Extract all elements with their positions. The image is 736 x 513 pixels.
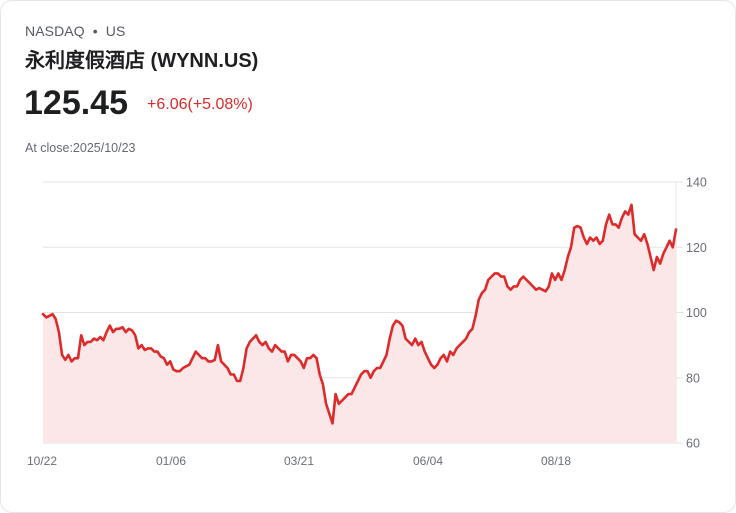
x-tick-label: 08/18 <box>541 454 571 468</box>
exchange-name: NASDAQ <box>25 23 85 39</box>
x-tick-label: 01/06 <box>156 454 186 468</box>
x-axis: 10/22 01/06 03/21 06/04 08/18 <box>27 454 571 468</box>
y-tick-label: 60 <box>686 437 700 451</box>
x-tick-label: 03/21 <box>284 454 314 468</box>
price-change: +6.06(+5.08%) <box>147 96 253 113</box>
market-name: US <box>105 23 126 39</box>
close-date: At close:2025/10/23 <box>25 141 136 155</box>
current-price: 125.45 <box>24 84 128 122</box>
x-tick-label: 10/22 <box>27 454 57 468</box>
y-axis: 60 80 100 120 140 <box>686 176 707 451</box>
price-line[interactable] <box>41 203 678 425</box>
y-tick-label: 80 <box>686 371 700 385</box>
y-tick-label: 140 <box>686 176 707 190</box>
x-tick-label: 06/04 <box>413 454 443 468</box>
price-area-fill <box>43 204 676 443</box>
separator-dot: • <box>92 23 98 39</box>
y-tick-label: 100 <box>686 306 707 320</box>
exchange-line: NASDAQ • US <box>25 23 125 39</box>
y-tick-label: 120 <box>686 241 707 255</box>
stock-title: 永利度假酒店 (WYNN.US) <box>25 50 259 72</box>
